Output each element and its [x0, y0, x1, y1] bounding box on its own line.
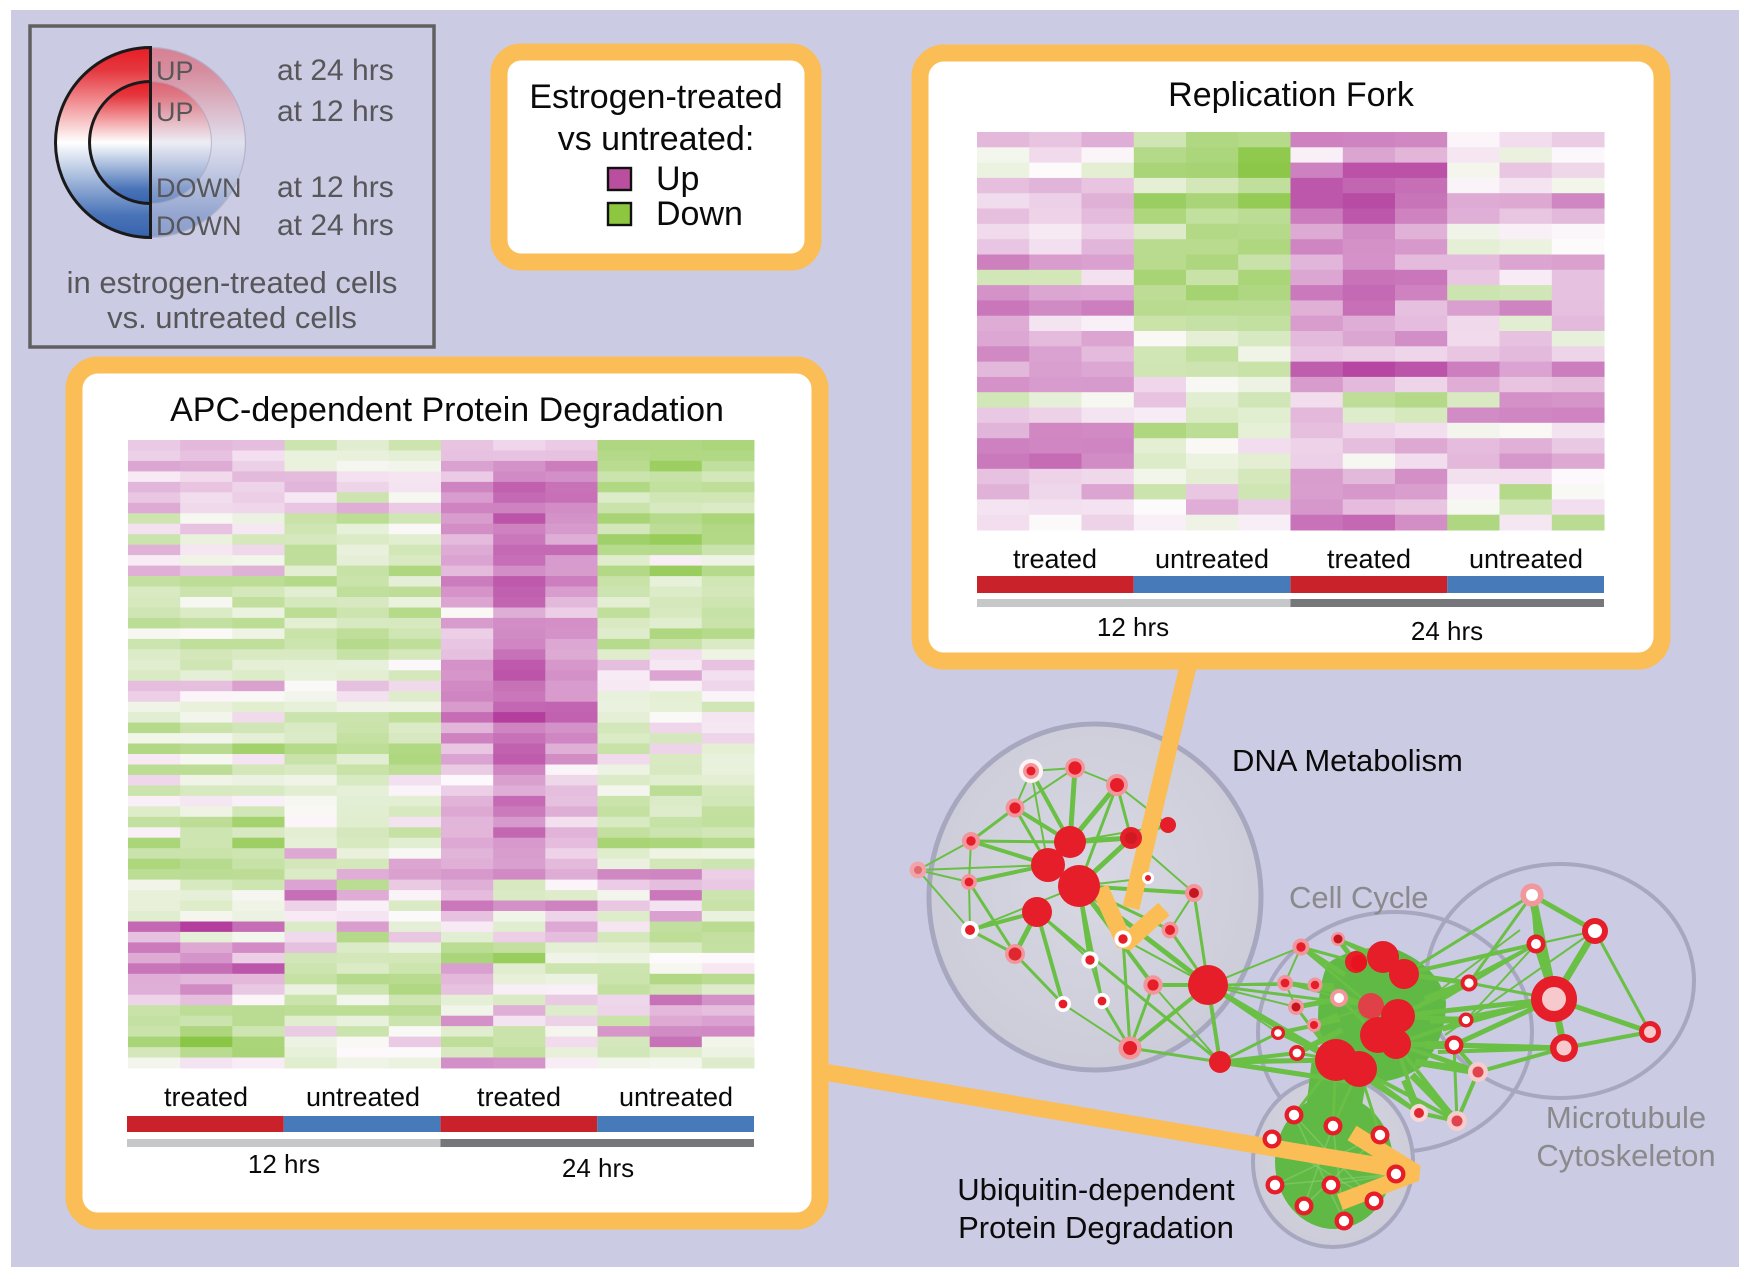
svg-text:Protein Degradation: Protein Degradation	[958, 1210, 1234, 1245]
svg-text:Cytoskeleton: Cytoskeleton	[1536, 1138, 1715, 1173]
svg-text:UP: UP	[156, 97, 194, 127]
svg-text:DNA Metabolism: DNA Metabolism	[1232, 743, 1463, 778]
svg-text:treated: treated	[164, 1082, 248, 1112]
svg-text:DOWN: DOWN	[156, 173, 241, 203]
svg-text:vs. untreated cells: vs. untreated cells	[107, 300, 357, 335]
svg-text:24 hrs: 24 hrs	[1411, 616, 1483, 646]
svg-text:Replication Fork: Replication Fork	[1168, 76, 1415, 114]
svg-text:at 12 hrs: at 12 hrs	[277, 171, 394, 204]
svg-text:DOWN: DOWN	[156, 211, 241, 241]
svg-text:Microtubule: Microtubule	[1546, 1100, 1706, 1135]
svg-text:treated: treated	[477, 1082, 561, 1112]
svg-text:untreated: untreated	[1155, 544, 1269, 574]
svg-text:APC-dependent Protein Degradat: APC-dependent Protein Degradation	[170, 391, 724, 429]
svg-text:Estrogen-treated: Estrogen-treated	[529, 78, 782, 116]
svg-text:treated: treated	[1327, 544, 1411, 574]
svg-text:in estrogen-treated cells: in estrogen-treated cells	[67, 265, 398, 300]
svg-text:at 24 hrs: at 24 hrs	[277, 209, 394, 242]
svg-text:untreated: untreated	[1469, 544, 1583, 574]
svg-text:12 hrs: 12 hrs	[1097, 612, 1169, 642]
svg-text:untreated: untreated	[619, 1082, 733, 1112]
svg-text:Ubiquitin-dependent: Ubiquitin-dependent	[957, 1172, 1235, 1207]
svg-text:Up: Up	[656, 160, 699, 198]
svg-text:at 24 hrs: at 24 hrs	[277, 54, 394, 87]
svg-text:at 12 hrs: at 12 hrs	[277, 95, 394, 128]
svg-text:24 hrs: 24 hrs	[562, 1153, 634, 1183]
svg-text:treated: treated	[1013, 544, 1097, 574]
svg-text:Down: Down	[656, 195, 743, 233]
svg-text:vs untreated:: vs untreated:	[558, 120, 755, 158]
svg-text:untreated: untreated	[306, 1082, 420, 1112]
svg-text:12 hrs: 12 hrs	[248, 1149, 320, 1179]
svg-text:Cell Cycle: Cell Cycle	[1289, 880, 1429, 915]
svg-text:UP: UP	[156, 56, 194, 86]
